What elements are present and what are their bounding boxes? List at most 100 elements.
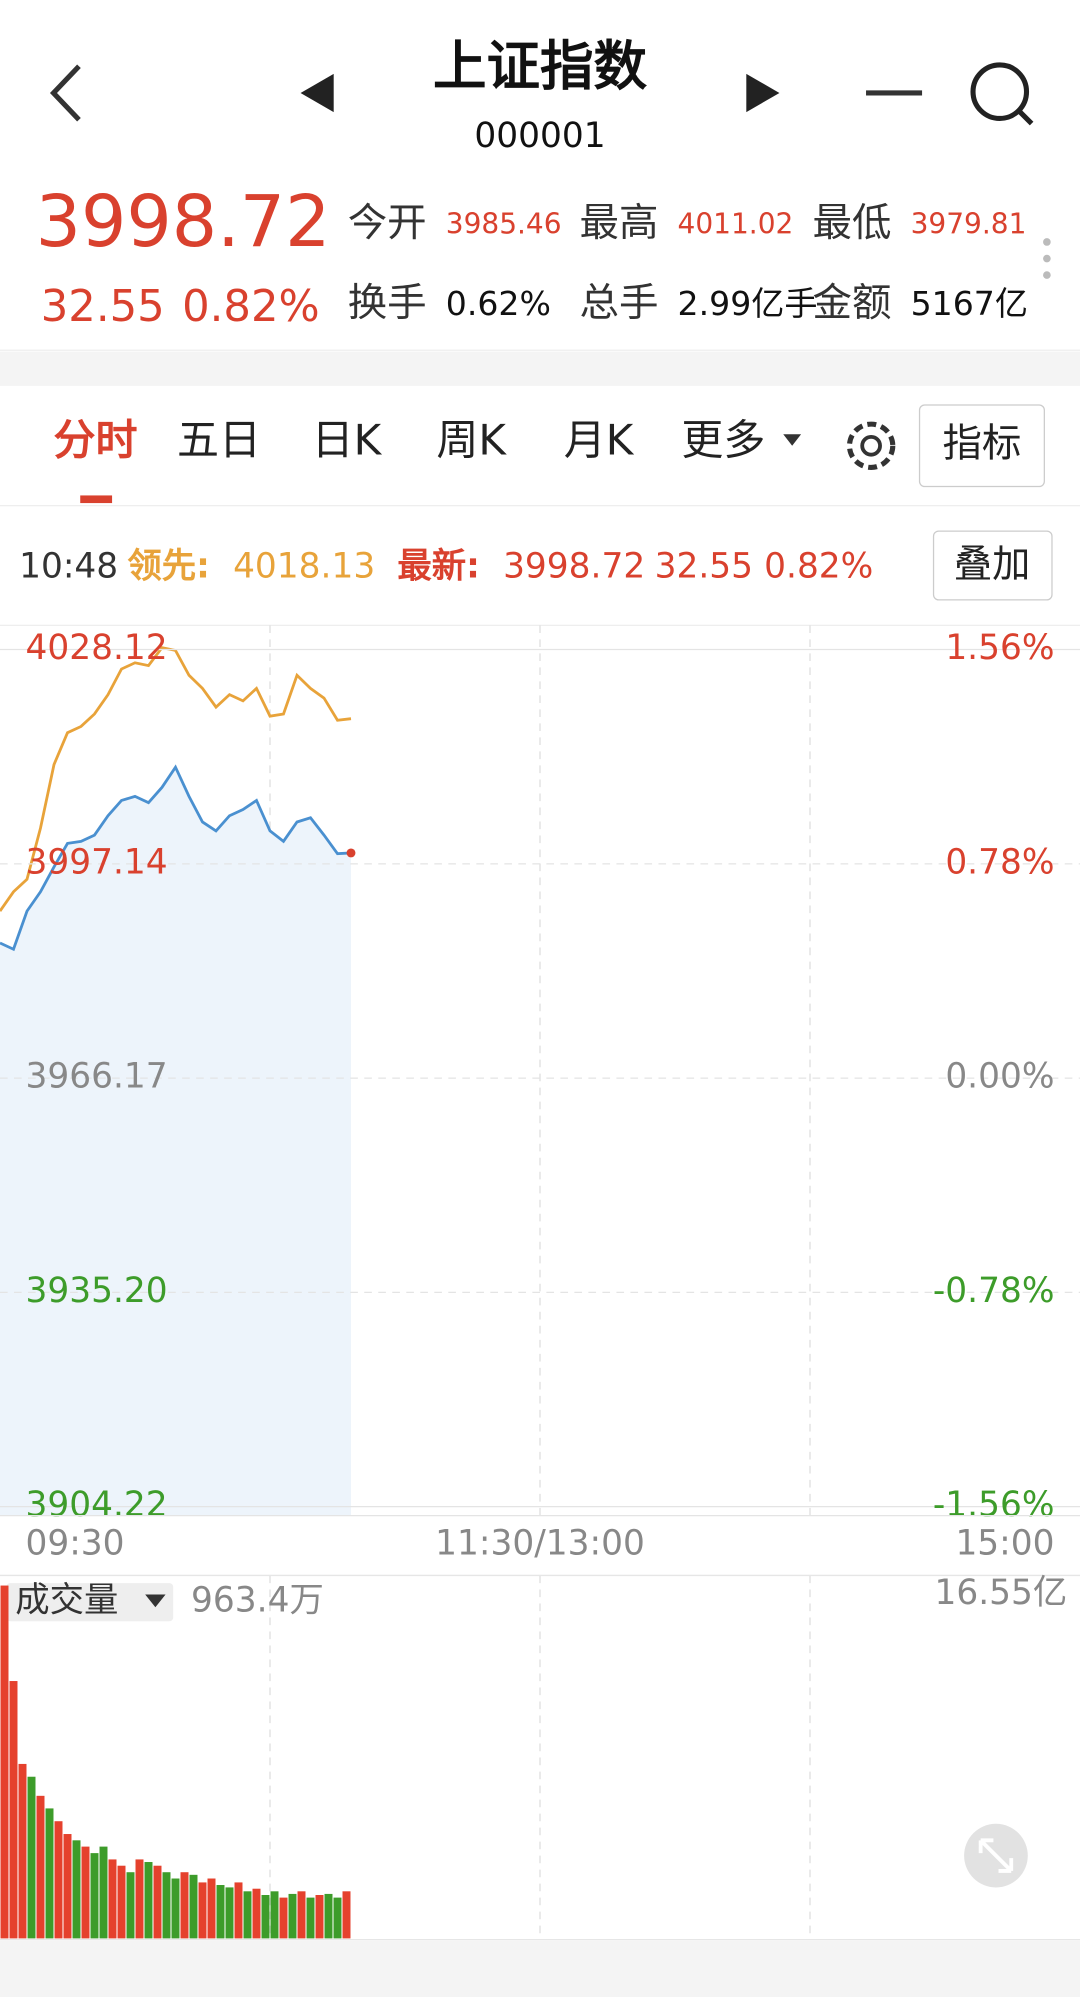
volume-bar (27, 1776, 36, 1939)
stat-label: 最高 (579, 200, 658, 246)
x-tick-label: 11:30/13:00 (435, 1523, 645, 1563)
volume-current: 963.4万 (191, 1581, 324, 1621)
volume-title: 成交量 (15, 1581, 118, 1621)
area (0, 767, 351, 1516)
volume-bar (180, 1872, 189, 1939)
y2-tick-label: 1.56% (945, 628, 1054, 668)
volume-bar (261, 1895, 270, 1939)
volume-bar (153, 1865, 162, 1939)
latest-price: 3998.72 (503, 547, 645, 587)
overlay-button-label: 叠加 (954, 543, 1030, 587)
price: 3998.72 (36, 180, 331, 263)
next-button[interactable] (746, 73, 780, 113)
y-tick-label: 16.55亿 (934, 1573, 1067, 1613)
volume-bar (270, 1891, 279, 1939)
stat-value: 4011.02 (678, 207, 794, 240)
volume-bar (144, 1862, 153, 1939)
stat-value: 0.62% (446, 284, 551, 323)
dropdown-arrow (145, 1594, 166, 1608)
volume-bar (252, 1888, 261, 1939)
expand-button[interactable] (964, 1823, 1028, 1888)
volume-bar (0, 1585, 9, 1939)
title: 上证指数 (433, 35, 647, 98)
y2-tick-label: 0.78% (945, 842, 1054, 882)
price-line (0, 646, 352, 912)
stat-label: 换手 (348, 280, 427, 326)
more-dots[interactable] (1043, 238, 1051, 279)
volume-bar (72, 1840, 81, 1939)
volume-bar (99, 1846, 108, 1939)
spacer (0, 351, 1080, 386)
tab[interactable]: 月K (564, 416, 635, 465)
stat-value: 5167亿 (911, 284, 1028, 323)
volume-bar (288, 1893, 297, 1939)
leading-value: 4018.13 (233, 547, 375, 587)
volume-bar (9, 1681, 18, 1939)
volume-bar (315, 1895, 324, 1939)
volume-bar (297, 1891, 306, 1939)
volume-bar (243, 1891, 252, 1939)
stat-label: 总手 (579, 280, 658, 326)
latest-dot (346, 848, 356, 858)
volume-bar (198, 1882, 207, 1939)
leading-label: 领先: (127, 547, 209, 587)
volume-bar (279, 1897, 288, 1939)
tab[interactable]: 日K (312, 416, 383, 465)
y-tick-label: 3935.20 (25, 1271, 167, 1311)
volume-bar (333, 1897, 342, 1939)
change: 32.55 (41, 282, 165, 332)
volume-bar (342, 1891, 351, 1939)
y-tick-label: 3966.17 (25, 1057, 167, 1097)
volume-bar (234, 1882, 243, 1939)
footer-band (0, 1940, 1080, 1997)
volume-bar (108, 1859, 117, 1939)
volume-selector[interactable] (6, 1583, 174, 1622)
volume-bar (207, 1878, 216, 1939)
volume-bar (162, 1872, 171, 1939)
tab[interactable]: 五日 (177, 416, 261, 465)
vertical-grid (269, 625, 811, 1939)
dropdown-arrow (783, 434, 802, 446)
y-tick-label: 3997.14 (25, 842, 167, 882)
x-tick-label: 09:30 (25, 1523, 124, 1563)
volume-bar (216, 1885, 225, 1939)
change-pct: 0.82% (182, 282, 320, 332)
tab[interactable]: 周K (436, 416, 507, 465)
volume-bar (306, 1897, 315, 1939)
stat-label: 今开 (348, 200, 427, 246)
volume-bar (189, 1874, 198, 1939)
volume-bar (126, 1872, 135, 1939)
tab[interactable]: 更多 (681, 416, 765, 465)
x-tick-label: 15:00 (955, 1523, 1054, 1563)
y-tick-label: 4028.12 (25, 628, 167, 668)
volume-bar (135, 1859, 144, 1939)
y2-tick-label: -1.56% (933, 1485, 1055, 1525)
latest-label: 最新: (397, 547, 480, 587)
info-time: 10:48 (19, 547, 118, 587)
volume-bar (36, 1795, 45, 1939)
volume-bar (45, 1808, 54, 1939)
settings-button[interactable] (846, 421, 896, 470)
stat-value: 3979.81 (911, 207, 1027, 240)
indicator-button-label: 指标 (942, 420, 1021, 466)
volume-bar (324, 1893, 333, 1939)
volume-bar (117, 1865, 126, 1939)
latest-pct: 0.82% (764, 547, 873, 587)
search-button[interactable] (970, 62, 1034, 126)
volume-bar (81, 1846, 90, 1939)
tab[interactable]: 分时 (54, 416, 138, 465)
back-button[interactable] (49, 64, 81, 122)
stat-label: 最低 (813, 200, 892, 246)
volume-bar (90, 1853, 99, 1939)
volume-bar (54, 1821, 63, 1939)
indicator-button[interactable] (918, 404, 1045, 488)
prev-button[interactable] (300, 73, 334, 113)
volume-bar (63, 1834, 72, 1939)
tab-underline (80, 495, 113, 504)
volume-bar (18, 1763, 27, 1939)
overlay-button[interactable] (932, 530, 1053, 601)
volume-bar (171, 1878, 180, 1939)
stat-label: 金额 (813, 280, 892, 326)
